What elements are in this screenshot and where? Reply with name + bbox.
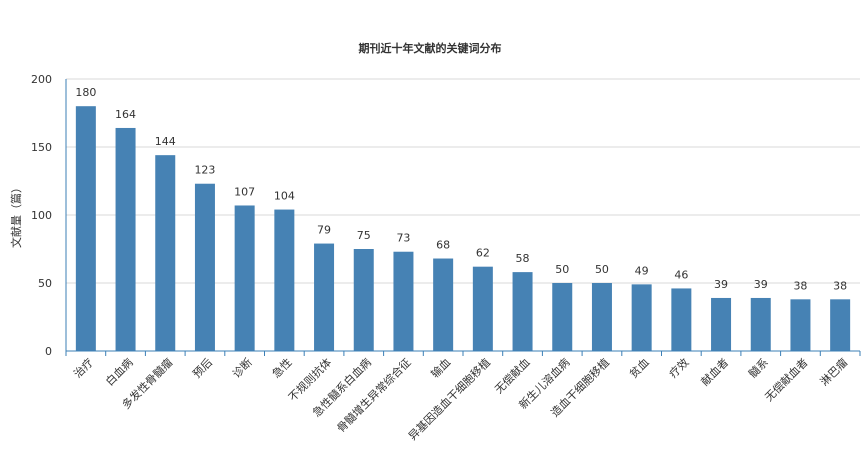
bar [433, 258, 454, 351]
x-tick-label: 骨髓增生异常综合征 [334, 355, 414, 435]
y-tick-label: 50 [38, 277, 52, 290]
y-tick-label: 200 [31, 73, 52, 86]
data-label: 144 [155, 135, 176, 148]
data-label: 58 [516, 252, 530, 265]
bars [75, 106, 851, 352]
bar [75, 106, 96, 351]
bar [631, 284, 652, 351]
data-label: 107 [234, 185, 255, 198]
chart-title: 期刊近十年文献的关键词分布 [359, 41, 502, 55]
x-tick-label: 治疗 [71, 355, 96, 380]
data-label: 39 [714, 278, 728, 291]
x-tick-label: 诊断 [229, 355, 254, 380]
data-label: 164 [115, 108, 136, 121]
data-label: 50 [555, 263, 569, 276]
data-label: 49 [635, 264, 649, 277]
data-label: 39 [754, 278, 768, 291]
bar [790, 299, 811, 351]
bar [194, 183, 215, 351]
data-label: 38 [833, 279, 847, 292]
data-label: 79 [317, 224, 331, 237]
bar [472, 266, 493, 351]
data-label: 46 [674, 268, 688, 281]
y-tick-label: 0 [45, 345, 52, 358]
grid-lines [66, 78, 860, 284]
x-tick-label: 髓系 [746, 356, 771, 381]
bar [591, 283, 612, 351]
y-tick-label: 150 [31, 141, 52, 154]
data-label: 50 [595, 263, 609, 276]
data-label: 38 [793, 279, 807, 292]
x-tick-label: 献血者 [698, 355, 731, 388]
x-tick-label: 白血病 [102, 355, 135, 388]
x-tick-label: 无偿献血者 [762, 355, 811, 404]
bar [671, 288, 692, 351]
data-label: 73 [396, 232, 410, 245]
bar [750, 297, 771, 351]
y-axis-label: 文献量（篇） [9, 182, 23, 248]
data-label: 180 [75, 86, 96, 99]
bar [830, 299, 851, 351]
x-tick-label: 急性 [269, 355, 294, 380]
y-tick-label: 100 [31, 209, 52, 222]
x-tick-label: 疗效 [666, 355, 691, 380]
bar [274, 209, 295, 351]
bar [314, 243, 335, 351]
data-label: 75 [357, 229, 371, 242]
x-tick-label: 贫血 [626, 355, 651, 380]
data-label: 68 [436, 239, 450, 252]
bar [552, 283, 573, 351]
x-tick-label: 无偿献血 [492, 355, 533, 396]
x-tick-label: 预后 [190, 356, 215, 381]
bar [234, 205, 255, 351]
bar [512, 272, 533, 351]
bar [155, 155, 176, 351]
x-tick-label: 淋巴瘤 [817, 355, 850, 388]
bar [393, 251, 414, 351]
x-tick-label: 输血 [428, 355, 453, 380]
data-label: 123 [194, 164, 215, 177]
data-label: 104 [274, 190, 295, 203]
bar [353, 249, 374, 351]
bar [115, 127, 136, 352]
data-labels: 180 164 144 123 107 104 79 75 73 68 62 58 50 50 49 46 39… [75, 86, 847, 292]
bar [711, 297, 732, 351]
data-label: 62 [476, 247, 490, 260]
